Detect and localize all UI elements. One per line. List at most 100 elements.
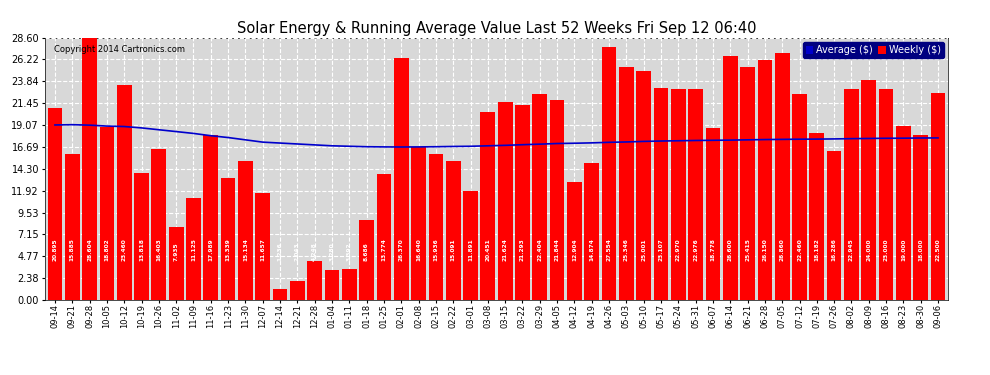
Bar xyxy=(168,227,183,300)
Text: 26.370: 26.370 xyxy=(399,238,404,261)
Bar xyxy=(135,173,148,300)
Bar xyxy=(498,102,513,300)
Text: 26.600: 26.600 xyxy=(728,238,733,261)
Text: 21.293: 21.293 xyxy=(520,238,525,261)
Bar xyxy=(549,99,564,300)
Bar xyxy=(706,128,721,300)
Bar xyxy=(272,289,287,300)
Text: 25.346: 25.346 xyxy=(624,238,629,261)
Bar xyxy=(307,261,322,300)
Text: 22.404: 22.404 xyxy=(538,238,543,261)
Bar xyxy=(238,161,252,300)
Bar xyxy=(100,128,114,300)
Text: 15.936: 15.936 xyxy=(434,238,439,261)
Text: 14.874: 14.874 xyxy=(589,238,594,261)
Text: 4.248: 4.248 xyxy=(312,242,317,261)
Text: 27.554: 27.554 xyxy=(607,238,612,261)
Text: 22.945: 22.945 xyxy=(849,238,854,261)
Bar xyxy=(376,174,391,300)
Text: 8.686: 8.686 xyxy=(364,242,369,261)
Bar xyxy=(342,269,356,300)
Bar xyxy=(221,178,236,300)
Text: 22.976: 22.976 xyxy=(693,238,698,261)
Text: 20.895: 20.895 xyxy=(52,238,57,261)
Text: 20.451: 20.451 xyxy=(485,238,490,261)
Bar xyxy=(151,150,166,300)
Bar xyxy=(931,93,945,300)
Bar xyxy=(446,162,460,300)
Bar xyxy=(82,38,97,300)
Text: 23.460: 23.460 xyxy=(122,238,127,261)
Bar xyxy=(741,67,755,300)
Bar xyxy=(480,112,495,300)
Text: 19.000: 19.000 xyxy=(901,238,906,261)
Text: 23.107: 23.107 xyxy=(658,238,663,261)
Bar xyxy=(515,105,530,300)
Text: 16.286: 16.286 xyxy=(832,238,837,261)
Bar xyxy=(429,154,444,300)
Text: 15.091: 15.091 xyxy=(450,238,455,261)
Text: 1.236: 1.236 xyxy=(277,242,282,261)
Text: 17.989: 17.989 xyxy=(208,238,213,261)
Text: Copyright 2014 Cartronics.com: Copyright 2014 Cartronics.com xyxy=(53,45,184,54)
Text: 2.043: 2.043 xyxy=(295,242,300,261)
Text: 22.460: 22.460 xyxy=(797,238,802,261)
Bar xyxy=(290,281,305,300)
Bar xyxy=(861,80,876,300)
Text: 16.640: 16.640 xyxy=(416,238,421,261)
Bar xyxy=(792,94,807,300)
Legend: Average ($), Weekly ($): Average ($), Weekly ($) xyxy=(803,42,943,58)
Text: 28.604: 28.604 xyxy=(87,238,92,261)
Text: 12.904: 12.904 xyxy=(572,238,577,261)
Text: 22.500: 22.500 xyxy=(936,238,940,261)
Bar xyxy=(757,60,772,300)
Text: 15.885: 15.885 xyxy=(69,238,75,261)
Text: 18.802: 18.802 xyxy=(104,238,109,261)
Bar xyxy=(879,89,893,300)
Bar xyxy=(844,89,858,300)
Bar xyxy=(117,85,132,300)
Bar xyxy=(359,220,374,300)
Text: 3.280: 3.280 xyxy=(330,242,335,261)
Text: 21.624: 21.624 xyxy=(503,238,508,261)
Text: 11.125: 11.125 xyxy=(191,238,196,261)
Text: 26.860: 26.860 xyxy=(780,238,785,261)
Bar xyxy=(723,56,738,300)
Text: 22.970: 22.970 xyxy=(676,238,681,261)
Bar xyxy=(203,135,218,300)
Bar xyxy=(671,89,686,300)
Text: 25.415: 25.415 xyxy=(745,238,750,261)
Text: 18.778: 18.778 xyxy=(711,238,716,261)
Text: 18.182: 18.182 xyxy=(815,238,820,261)
Bar xyxy=(602,47,617,300)
Text: 18.000: 18.000 xyxy=(918,238,924,261)
Bar xyxy=(810,133,825,300)
Bar xyxy=(619,68,634,300)
Bar xyxy=(463,191,478,300)
Bar xyxy=(255,193,270,300)
Text: 16.403: 16.403 xyxy=(156,238,161,261)
Bar xyxy=(637,70,651,300)
Bar xyxy=(584,164,599,300)
Bar xyxy=(411,147,426,300)
Title: Solar Energy & Running Average Value Last 52 Weeks Fri Sep 12 06:40: Solar Energy & Running Average Value Las… xyxy=(237,21,756,36)
Text: 25.001: 25.001 xyxy=(642,238,646,261)
Text: 7.935: 7.935 xyxy=(173,242,178,261)
Bar xyxy=(65,154,79,300)
Bar xyxy=(48,108,62,300)
Text: 15.134: 15.134 xyxy=(243,238,248,261)
Text: 3.392: 3.392 xyxy=(346,242,351,261)
Text: 21.844: 21.844 xyxy=(554,238,559,261)
Bar xyxy=(325,270,340,300)
Bar xyxy=(775,54,790,300)
Text: 13.339: 13.339 xyxy=(226,238,231,261)
Text: 13.774: 13.774 xyxy=(381,238,386,261)
Bar xyxy=(186,198,201,300)
Bar xyxy=(827,150,842,300)
Bar xyxy=(688,89,703,300)
Text: 11.891: 11.891 xyxy=(468,238,473,261)
Text: 23.000: 23.000 xyxy=(884,238,889,261)
Text: 24.000: 24.000 xyxy=(866,238,871,261)
Text: 26.150: 26.150 xyxy=(762,238,767,261)
Bar xyxy=(567,182,582,300)
